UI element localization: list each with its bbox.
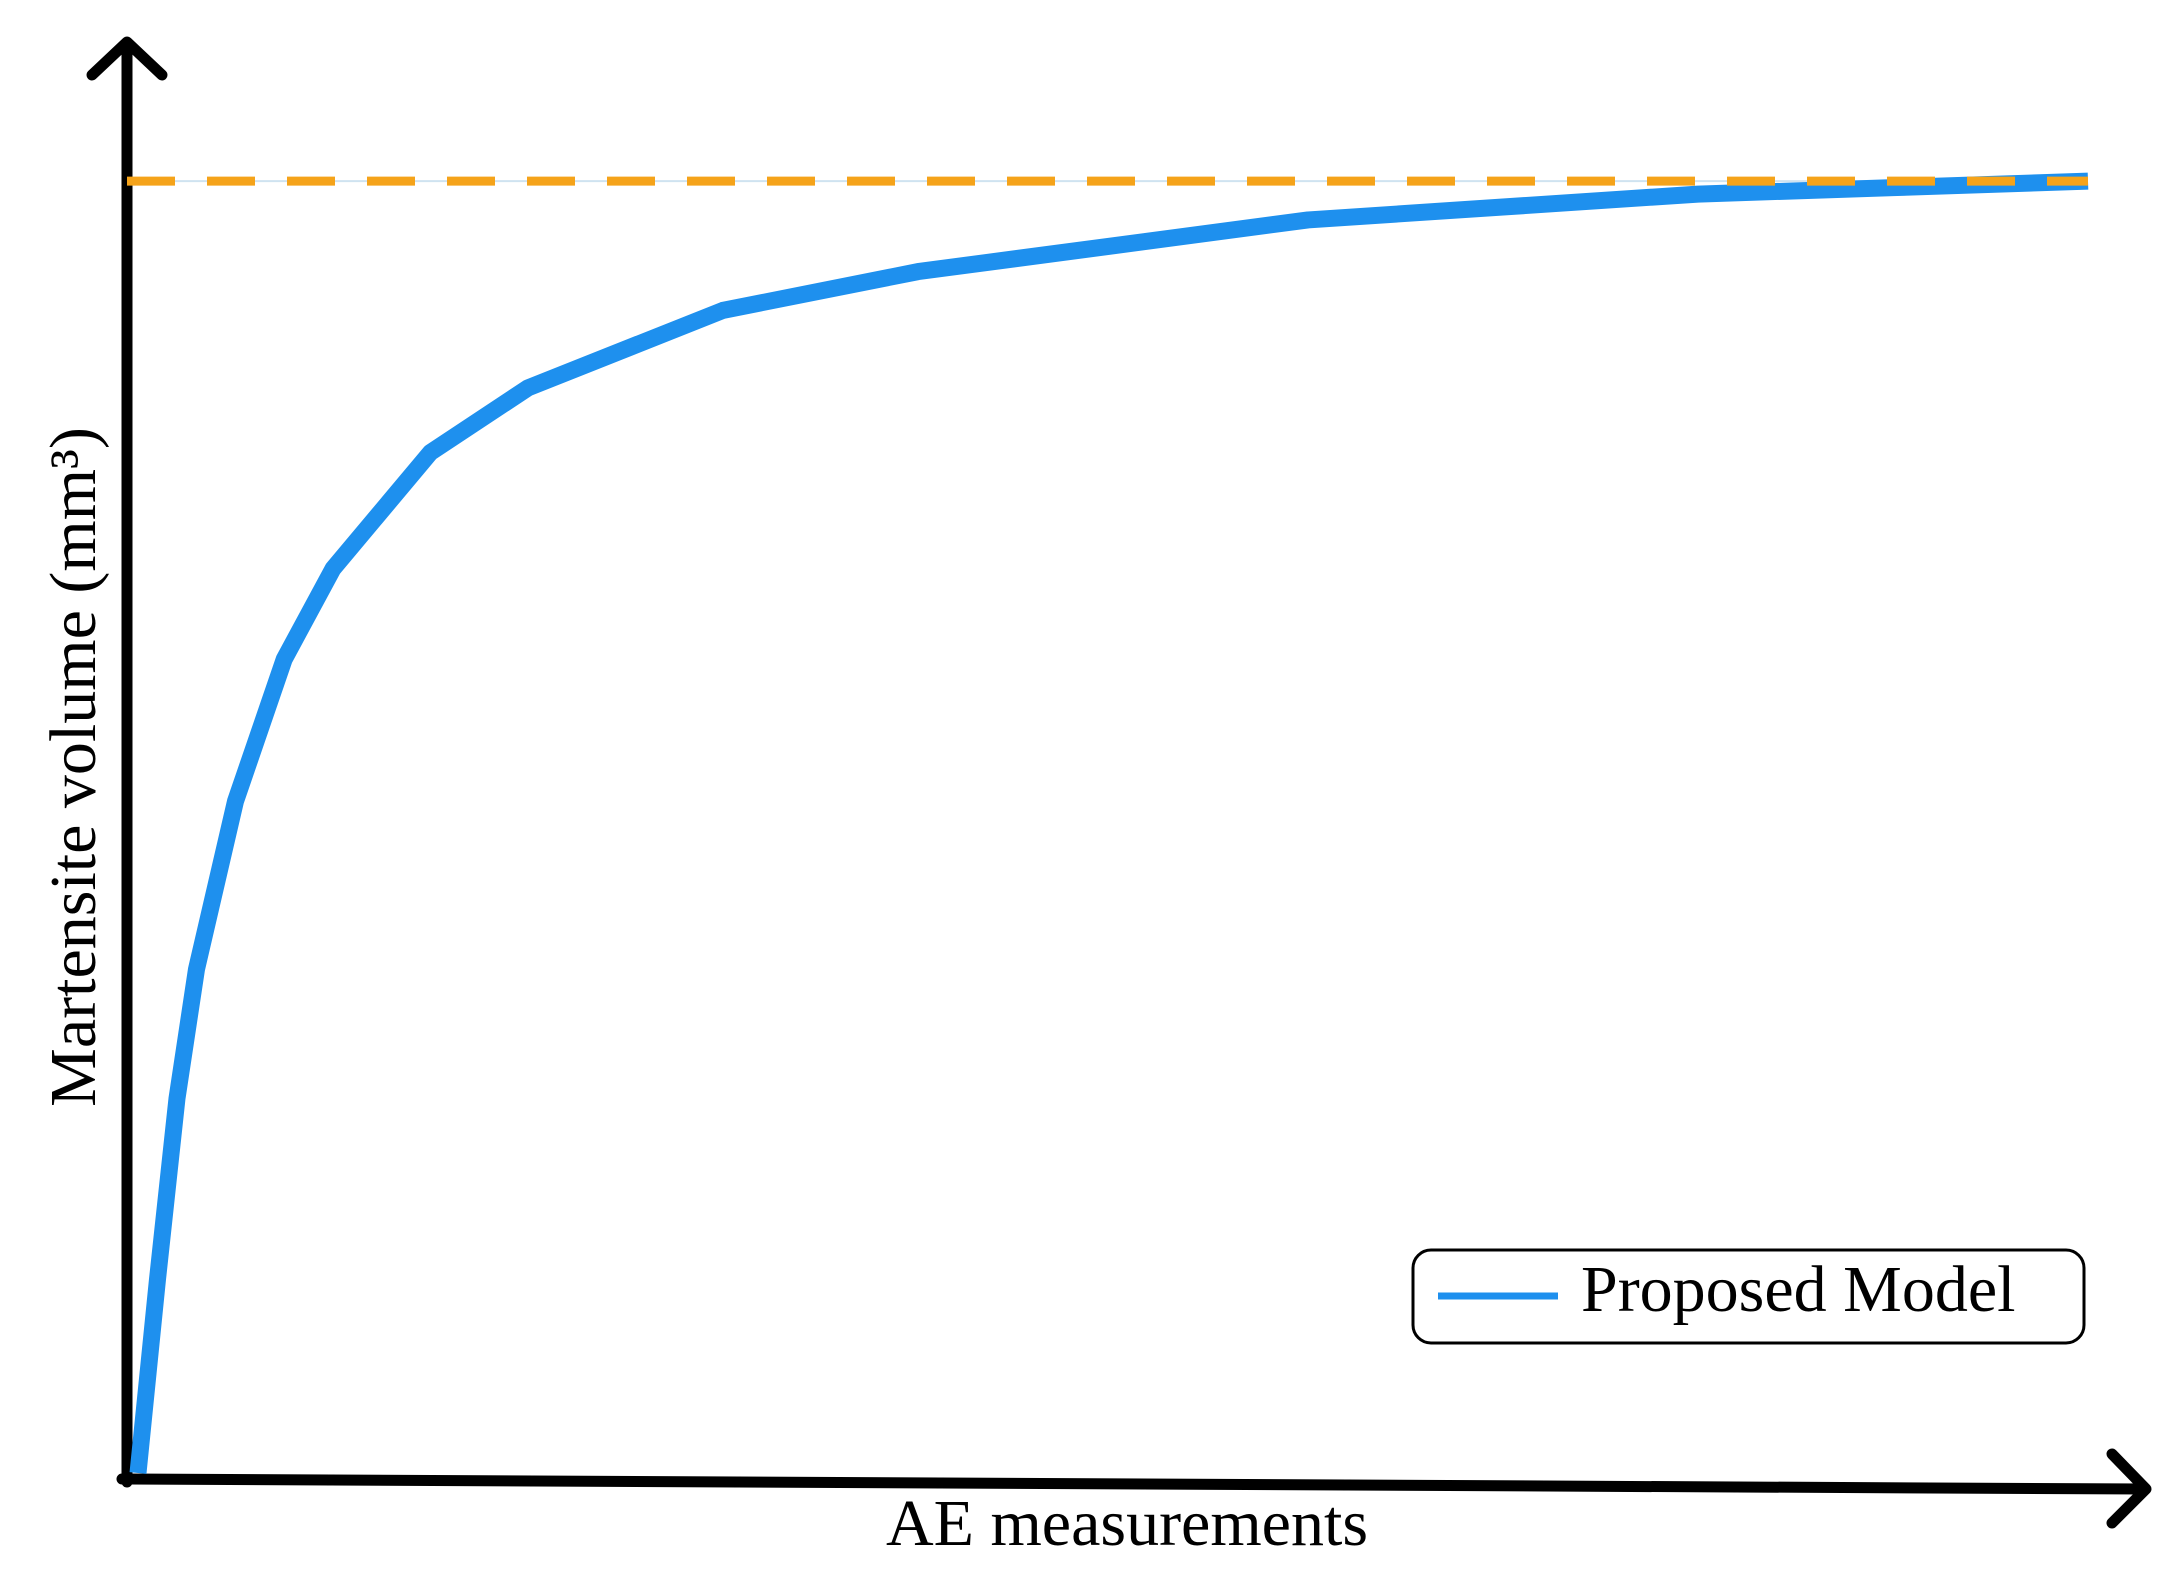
x-axis-arrow — [2106, 1448, 2152, 1529]
legend-label: Proposed Model — [1581, 1253, 2015, 1326]
y-axis-arrow — [86, 36, 168, 81]
x-axis — [116, 1473, 2151, 1495]
x-axis-label: AE measurements — [886, 1487, 1368, 1560]
legend: Proposed Model — [1411, 1248, 2086, 1345]
axes — [86, 36, 2152, 1529]
data-line — [129, 172, 2089, 1474]
y-axis-label: Martensite volume (mm³) — [37, 427, 110, 1107]
legend-box — [1411, 1248, 2086, 1345]
